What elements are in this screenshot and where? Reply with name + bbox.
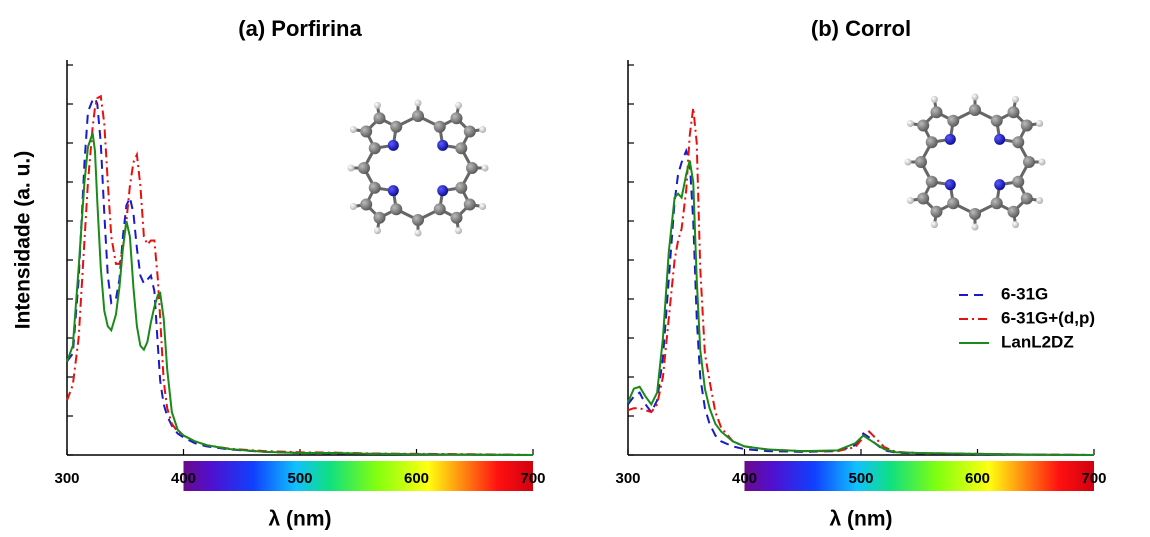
x-tick-label: 300 [54,470,79,487]
n-atom [437,140,448,151]
c-atom [930,206,942,218]
c-atom [390,121,402,133]
c-atom [947,197,959,209]
c-atom [412,110,424,122]
c-atom [369,182,381,194]
h-atom [350,126,357,133]
n-atom [994,134,1005,145]
n-atom [994,179,1005,190]
c-atom [969,104,981,116]
h-atom [415,100,422,107]
h-atom [455,102,462,109]
h-atom [479,126,486,133]
h-atom [1036,197,1043,204]
molecule [348,100,489,237]
n-atom [437,185,448,196]
c-atom [1008,206,1020,218]
h-atom [907,120,914,127]
x-tick-label: 400 [171,470,196,487]
c-atom [373,112,385,124]
c-atom [373,212,385,224]
x-tick-label: 700 [1081,470,1106,487]
chart-title: (b) Corrol [811,16,911,41]
c-atom [969,208,981,220]
c-atom [926,176,938,188]
y-axis-label: Intensidade (a. u.) [12,151,35,330]
h-atom [348,165,355,172]
x-axis-label: λ (nm) [830,508,893,531]
c-atom [434,203,446,215]
n-atom [945,179,956,190]
c-atom [1008,106,1020,118]
h-atom [931,221,938,228]
c-atom [464,199,476,211]
c-atom [455,142,467,154]
c-atom [1021,193,1033,205]
c-atom [930,106,942,118]
x-tick-label: 400 [732,470,757,487]
h-atom [972,224,979,231]
spectrum-bar [745,461,1095,491]
figure: 300 400 500 600 700 (a) Porfirina λ (nm) Intens… [0,0,1150,532]
h-atom [415,230,422,237]
x-axis-label: λ (nm) [269,508,332,531]
c-atom [369,142,381,154]
c-atom [947,115,959,127]
h-atom [479,203,486,210]
legend-label: 6-31G [1001,284,1048,303]
c-atom [360,125,372,137]
n-atom [945,134,956,145]
c-atom [991,197,1003,209]
c-atom [455,182,467,194]
c-atom [1012,176,1024,188]
h-atom [374,102,381,109]
c-atom [451,112,463,124]
c-atom [1023,156,1035,168]
x-tick-label: 500 [848,470,873,487]
chart-title: (a) Porfirina [238,16,362,41]
x-tick-label: 500 [287,470,312,487]
c-atom [1012,136,1024,148]
h-atom [905,159,912,166]
h-atom [972,94,979,101]
legend-label: LanL2DZ [1001,332,1074,351]
legend-label: 6-31G+(d,p) [1001,308,1095,327]
h-atom [455,227,462,234]
c-atom [390,203,402,215]
x-tick-label: 300 [615,470,640,487]
c-atom [926,136,938,148]
x-tick-label: 600 [965,470,990,487]
spectrum-bar [184,461,534,491]
h-atom [931,96,938,103]
x-tick-label: 600 [404,470,429,487]
c-atom [915,156,927,168]
c-atom [358,162,370,174]
c-atom [451,212,463,224]
c-atom [991,115,1003,127]
h-atom [907,197,914,204]
c-atom [360,199,372,211]
molecule [905,94,1046,231]
n-atom [388,140,399,151]
c-atom [466,162,478,174]
h-atom [374,227,381,234]
c-atom [434,121,446,133]
n-atom [388,185,399,196]
c-atom [917,193,929,205]
c-atom [464,125,476,137]
c-atom [1021,119,1033,131]
h-atom [1012,96,1019,103]
h-atom [482,165,489,172]
h-atom [1039,159,1046,166]
c-atom [412,214,424,226]
c-atom [917,119,929,131]
h-atom [1012,221,1019,228]
h-atom [350,203,357,210]
h-atom [1036,120,1043,127]
x-tick-label: 700 [520,470,545,487]
